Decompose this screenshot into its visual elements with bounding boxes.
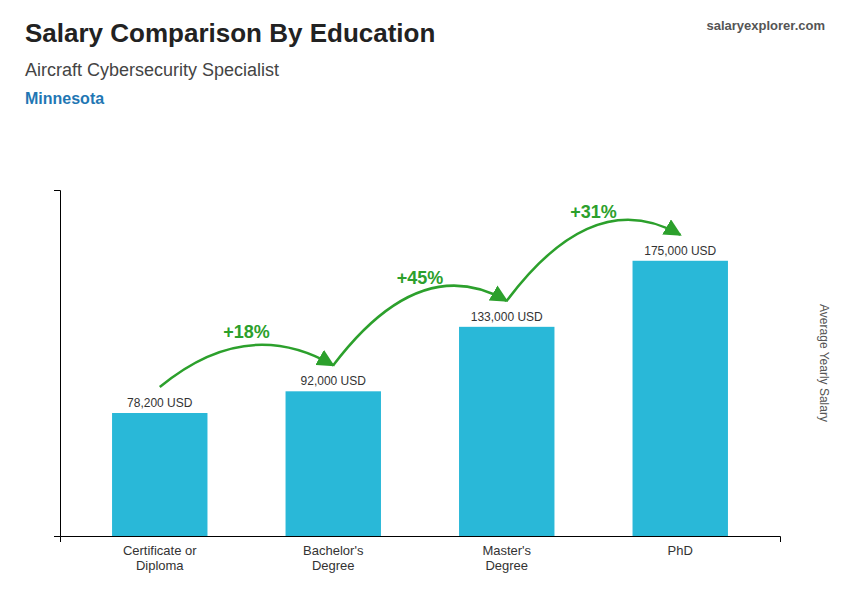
title: Salary Comparison By Education (25, 18, 435, 48)
annotation-label: +18% (223, 322, 270, 342)
x-tick-label-line: Bachelor's (303, 543, 364, 558)
subtitle: Aircraft Cybersecurity Specialist (25, 60, 279, 80)
x-tick-label: PhD (668, 543, 693, 558)
x-axis-line (61, 537, 781, 543)
x-tick-label-line: Degree (312, 558, 355, 573)
data-label: 133,000 USD (471, 310, 543, 324)
data-label: 78,200 USD (127, 396, 193, 410)
data-label: 175,000 USD (644, 244, 716, 258)
chart: Salary Comparison By Education Aircraft C… (0, 0, 850, 606)
x-axis: Certificate orDiplomaBachelor'sDegreeMas… (61, 536, 781, 573)
bar (112, 413, 207, 536)
bars (112, 261, 728, 536)
x-tick-label-line: Diploma (136, 558, 184, 573)
x-tick-label: Master'sDegree (482, 543, 531, 573)
data-labels: 78,200 USD 92,000 USD 133,000 USD 175,000 U… (127, 244, 717, 410)
annotation-arrow (333, 286, 506, 366)
plot: Certificate orDiplomaBachelor'sDegreeMas… (54, 191, 781, 574)
bar (459, 327, 554, 536)
bar (633, 261, 728, 536)
y-axis (54, 191, 61, 537)
bar (286, 391, 381, 536)
location: Minnesota (25, 90, 104, 107)
x-tick: PhD (668, 536, 693, 558)
annotations: +18% +45% +31% (160, 202, 680, 387)
y-axis-title: Average Yearly Salary (817, 304, 831, 422)
annotation-label: +31% (570, 202, 617, 222)
annotation-label: +45% (397, 268, 444, 288)
annotation-arrow (160, 345, 333, 387)
x-tick-label: Bachelor'sDegree (303, 543, 364, 573)
annotation-arrow (507, 220, 680, 301)
x-tick-label-line: PhD (668, 543, 693, 558)
x-tick-label: Certificate orDiploma (123, 543, 197, 573)
x-tick-label-line: Degree (485, 558, 528, 573)
brand: salaryexplorer.com (706, 18, 825, 33)
x-tick-label-line: Certificate or (123, 543, 197, 558)
x-tick: Master'sDegree (482, 536, 531, 573)
x-tick: Bachelor'sDegree (303, 536, 364, 573)
data-label: 92,000 USD (301, 374, 367, 388)
x-tick: Certificate orDiploma (123, 536, 197, 573)
y-axis-line (54, 191, 61, 537)
x-tick-label-line: Master's (482, 543, 531, 558)
